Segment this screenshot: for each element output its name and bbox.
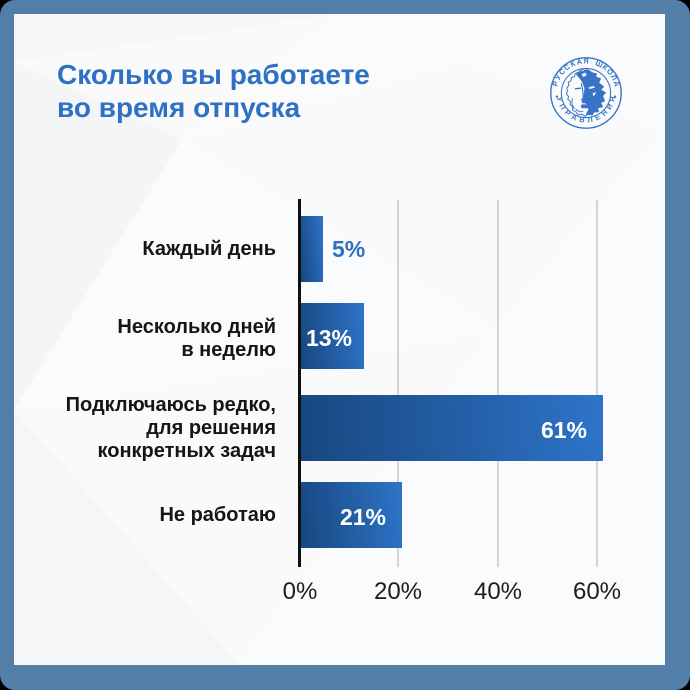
svg-text:С: С — [557, 66, 568, 76]
svg-text:У: У — [553, 73, 563, 82]
svg-text:Ш: Ш — [594, 58, 604, 69]
svg-text:Л: Л — [587, 115, 593, 125]
svg-text:Л: Л — [609, 73, 619, 82]
svg-text:О: О — [605, 67, 616, 77]
svg-text:Р: Р — [563, 108, 573, 118]
svg-text:И: И — [604, 102, 614, 111]
svg-text:П: П — [557, 102, 567, 111]
svg-text:У: У — [555, 96, 565, 103]
svg-text:Н: Н — [599, 108, 609, 118]
svg-text:Я: Я — [583, 57, 588, 66]
svg-text:А: А — [576, 57, 584, 67]
svg-text:В: В — [579, 115, 586, 125]
svg-text:А: А — [570, 112, 579, 123]
svg-text:К: К — [601, 62, 610, 72]
svg-text:К: К — [569, 59, 577, 69]
svg-text:А: А — [612, 80, 622, 88]
svg-text:Р: Р — [550, 80, 560, 87]
svg-text:Я: Я — [607, 95, 617, 102]
svg-text:С: С — [562, 62, 572, 73]
svg-text:Е: Е — [594, 112, 602, 122]
